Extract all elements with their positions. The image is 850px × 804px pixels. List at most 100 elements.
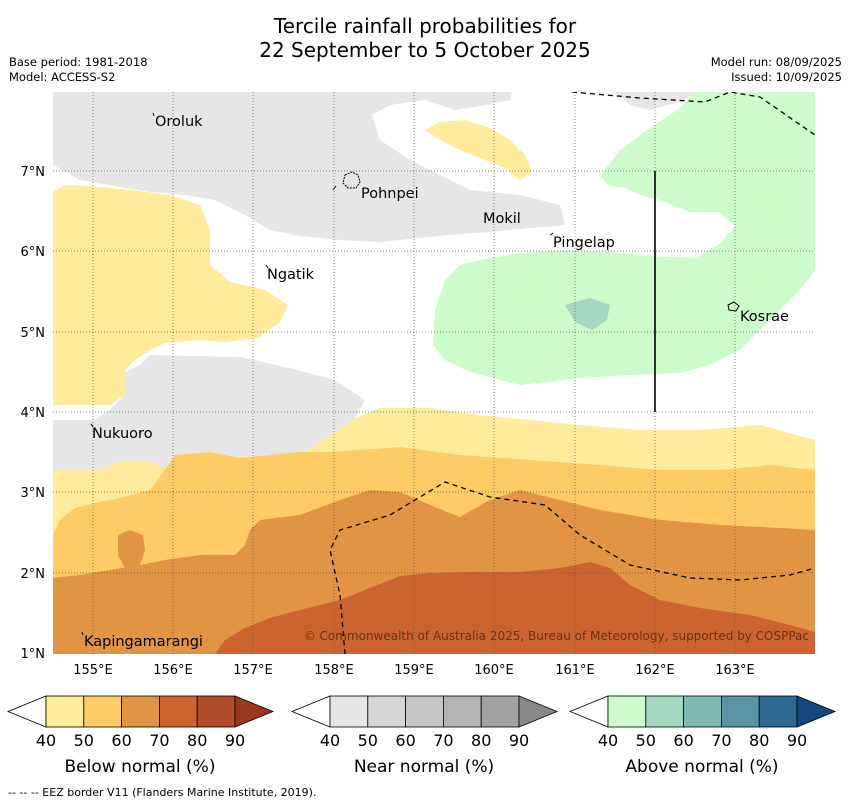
place-label-nukuoro: Nukuoro [92, 426, 153, 442]
colorbar-above-normal-tick-label: 40 [598, 731, 618, 750]
graticule [53, 92, 815, 654]
colorbar-near-normal-segment [442, 695, 482, 728]
below-normal-blob-north [425, 120, 532, 180]
lon-tick-160e: 160°E [474, 663, 514, 678]
colorbar-title-below-normal: Below normal (%) [65, 757, 216, 777]
colorbar-below-normal-over-arrow [234, 695, 275, 728]
colorbar-above-normal-segment [721, 695, 760, 728]
above-normal-region [433, 92, 815, 385]
colorbar-below-normal-segment [158, 695, 198, 728]
colorbar-near-normal-segment [329, 695, 369, 728]
colorbar-below-normal-tick-label: 40 [36, 731, 56, 750]
near-normal-region-northeast [615, 92, 700, 110]
lat-tick-3n: 3°N [21, 486, 46, 501]
lon-tick-159e: 159°E [394, 663, 434, 678]
kosrae-island-outline [727, 301, 740, 312]
latitude-tick-labels: 7°N 6°N 5°N 4°N 3°N 2°N 1°N [21, 165, 46, 662]
place-label-kosrae: Kosrae [740, 309, 789, 325]
colorbar-below-normal-tick-label: 50 [74, 731, 94, 750]
colorbar-near-normal-tick-label: 60 [395, 731, 415, 750]
place-label-pingelap: Pingelap [553, 235, 615, 251]
colorbar-near-normal-tick-label: 70 [433, 731, 453, 750]
lon-tick-163e: 163°E [715, 663, 755, 678]
colorbar-below-normal-tick-label: 70 [149, 731, 169, 750]
place-label-pohnpei: Pohnpei [361, 186, 419, 202]
colorbar-near-normal-tick-label: 80 [471, 731, 491, 750]
colorbar-above-normal-under-arrow [568, 695, 609, 728]
below-normal-band-70-80 [215, 562, 815, 654]
lat-tick-4n: 4°N [21, 406, 46, 421]
lon-tick-156e: 156°E [153, 663, 193, 678]
oroluk-atoll-mark [152, 112, 155, 117]
colorbar-above-normal-tick-label: 80 [749, 731, 769, 750]
place-label-oroluk: Oroluk [155, 114, 203, 130]
colorbar-below-normal-segment [196, 695, 236, 728]
colorbar-title-above-normal: Above normal (%) [625, 757, 778, 777]
kapingamarangi-atoll-mark [81, 631, 84, 636]
place-label-ngatik: Ngatik [267, 267, 315, 283]
map-title-line-1: Tercile rainfall probabilities for [273, 14, 577, 38]
colorbar-above-normal-tick-label: 90 [787, 731, 807, 750]
colorbar-title-near-normal: Near normal (%) [354, 757, 494, 777]
eez-footnote: -- -- -- EEZ border V11 (Flanders Marine… [8, 786, 317, 799]
colorbar-above-normal-over-arrow [796, 695, 837, 728]
colorbar-below-normal-tick-label: 80 [187, 731, 207, 750]
eez-border-north [571, 92, 815, 136]
colorbar-near-normal: Near normal (%) 40 50 60 70 80 90 [290, 695, 559, 777]
colorbar-above-normal-segment [683, 695, 722, 728]
lat-tick-1n: 1°N [21, 647, 46, 662]
lon-tick-155e: 155°E [73, 663, 113, 678]
colorbar-near-normal-tick-label: 50 [358, 731, 378, 750]
model-name: Model: ACCESS-S2 [9, 70, 116, 84]
pohnpei-reef-mark [332, 185, 337, 191]
colorbar-above-normal-segment [645, 695, 684, 728]
place-label-mokil: Mokil [483, 211, 521, 227]
colorbar-near-normal-tick-label: 40 [320, 731, 340, 750]
probability-fields [53, 92, 815, 654]
colorbar-below-normal-segment [45, 695, 85, 728]
colorbar-near-normal-segment [480, 695, 520, 728]
below-normal-band-west [53, 185, 288, 405]
lon-tick-158e: 158°E [314, 663, 354, 678]
island-outlines [81, 112, 740, 636]
colorbar-near-normal-segment [367, 695, 406, 728]
below-normal-blob-west [118, 530, 145, 568]
pingelap-atoll-mark [549, 232, 554, 236]
lat-tick-2n: 2°N [21, 567, 46, 582]
copyright-notice: © Commonwealth of Australia 2025, Bureau… [304, 629, 809, 643]
ngatik-atoll-mark [265, 264, 269, 269]
above-normal-blob-50-60 [565, 298, 610, 330]
model-run: Model run: 08/09/2025 [710, 55, 842, 69]
colorbar-below-normal-tick-label: 60 [111, 731, 131, 750]
place-label-kapingamarangi: Kapingamarangi [84, 634, 203, 650]
issued-date: Issued: 10/09/2025 [731, 70, 842, 84]
colorbar-near-normal-tick-label: 90 [509, 731, 529, 750]
eez-border-south [329, 481, 815, 654]
pohnpei-island-outline [342, 171, 361, 189]
colorbar-below-normal: Below normal (%) 40 50 60 70 80 90 [6, 695, 275, 777]
lon-tick-161e: 161°E [555, 663, 595, 678]
lon-tick-162e: 162°E [635, 663, 675, 678]
near-normal-region-north [53, 92, 565, 242]
base-period: Base period: 1981-2018 [9, 55, 148, 69]
colorbar-below-normal-tick-label: 90 [225, 731, 245, 750]
colorbar-above-normal-tick-label: 70 [711, 731, 731, 750]
lat-tick-5n: 5°N [21, 326, 46, 341]
lat-tick-7n: 7°N [21, 165, 46, 180]
colorbar-near-normal-segment [405, 695, 444, 728]
colorbar-above-normal: Above normal (%) 40 50 60 70 80 90 [568, 695, 837, 777]
lat-tick-6n: 6°N [21, 245, 46, 260]
colorbar-below-normal-segment [121, 695, 160, 728]
colorbar-below-normal-under-arrow [6, 695, 47, 728]
eez-borders [329, 92, 815, 654]
colorbar-near-normal-under-arrow [290, 695, 331, 728]
near-normal-region-west [53, 355, 365, 470]
lon-tick-157e: 157°E [233, 663, 273, 678]
colorbar-near-normal-over-arrow [518, 695, 559, 728]
nukuoro-atoll-mark [90, 423, 94, 428]
colorbar-below-normal-segment [83, 695, 123, 728]
colorbar-above-normal-tick-label: 50 [636, 731, 656, 750]
map-title-line-2: 22 September to 5 October 2025 [259, 38, 591, 62]
colorbar-above-normal-segment [758, 695, 798, 728]
